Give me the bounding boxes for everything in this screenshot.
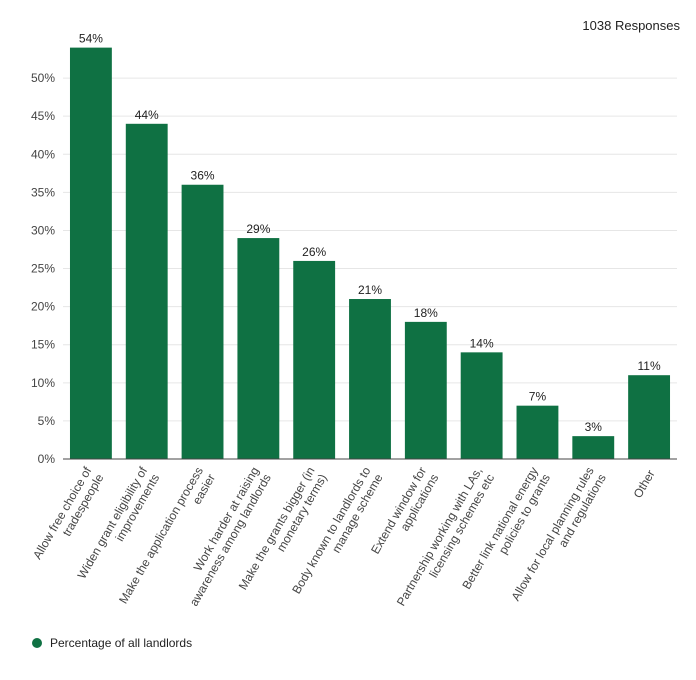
data-label: 26% — [302, 245, 326, 259]
y-tick-label: 30% — [31, 223, 55, 237]
y-tick-label: 45% — [31, 109, 55, 123]
data-label: 11% — [638, 359, 661, 373]
data-label: 7% — [529, 390, 547, 404]
data-label: 21% — [358, 283, 382, 297]
bar — [628, 375, 671, 459]
data-label: 36% — [191, 169, 215, 183]
y-tick-label: 5% — [38, 414, 56, 428]
bar — [572, 436, 615, 459]
x-tick-label: Other — [631, 468, 658, 501]
y-tick-label: 0% — [38, 452, 56, 466]
legend[interactable]: Percentage of all landlords — [32, 636, 192, 650]
bar — [181, 184, 224, 459]
bar — [460, 352, 503, 459]
y-tick-label: 50% — [31, 71, 55, 85]
y-tick-label: 10% — [31, 376, 55, 390]
y-tick-label: 40% — [31, 147, 55, 161]
y-tick-label: 20% — [31, 300, 55, 314]
y-tick-label: 15% — [31, 338, 55, 352]
data-label: 3% — [585, 420, 603, 434]
data-label: 29% — [246, 222, 270, 236]
data-label: 14% — [470, 336, 494, 350]
data-label: 54% — [79, 32, 103, 46]
legend-label: Percentage of all landlords — [50, 636, 193, 650]
bar — [237, 238, 280, 459]
responses-count: 1038 Responses — [582, 18, 680, 33]
bar — [516, 405, 559, 459]
data-label: 18% — [414, 306, 438, 320]
bar — [404, 321, 447, 459]
y-tick-label: 35% — [31, 185, 55, 199]
bar — [349, 299, 391, 459]
legend-marker-icon — [32, 638, 42, 648]
bar — [69, 47, 112, 459]
bar — [125, 123, 168, 460]
data-label: 44% — [135, 108, 159, 122]
bar — [293, 260, 336, 459]
y-tick-label: 25% — [31, 262, 55, 276]
